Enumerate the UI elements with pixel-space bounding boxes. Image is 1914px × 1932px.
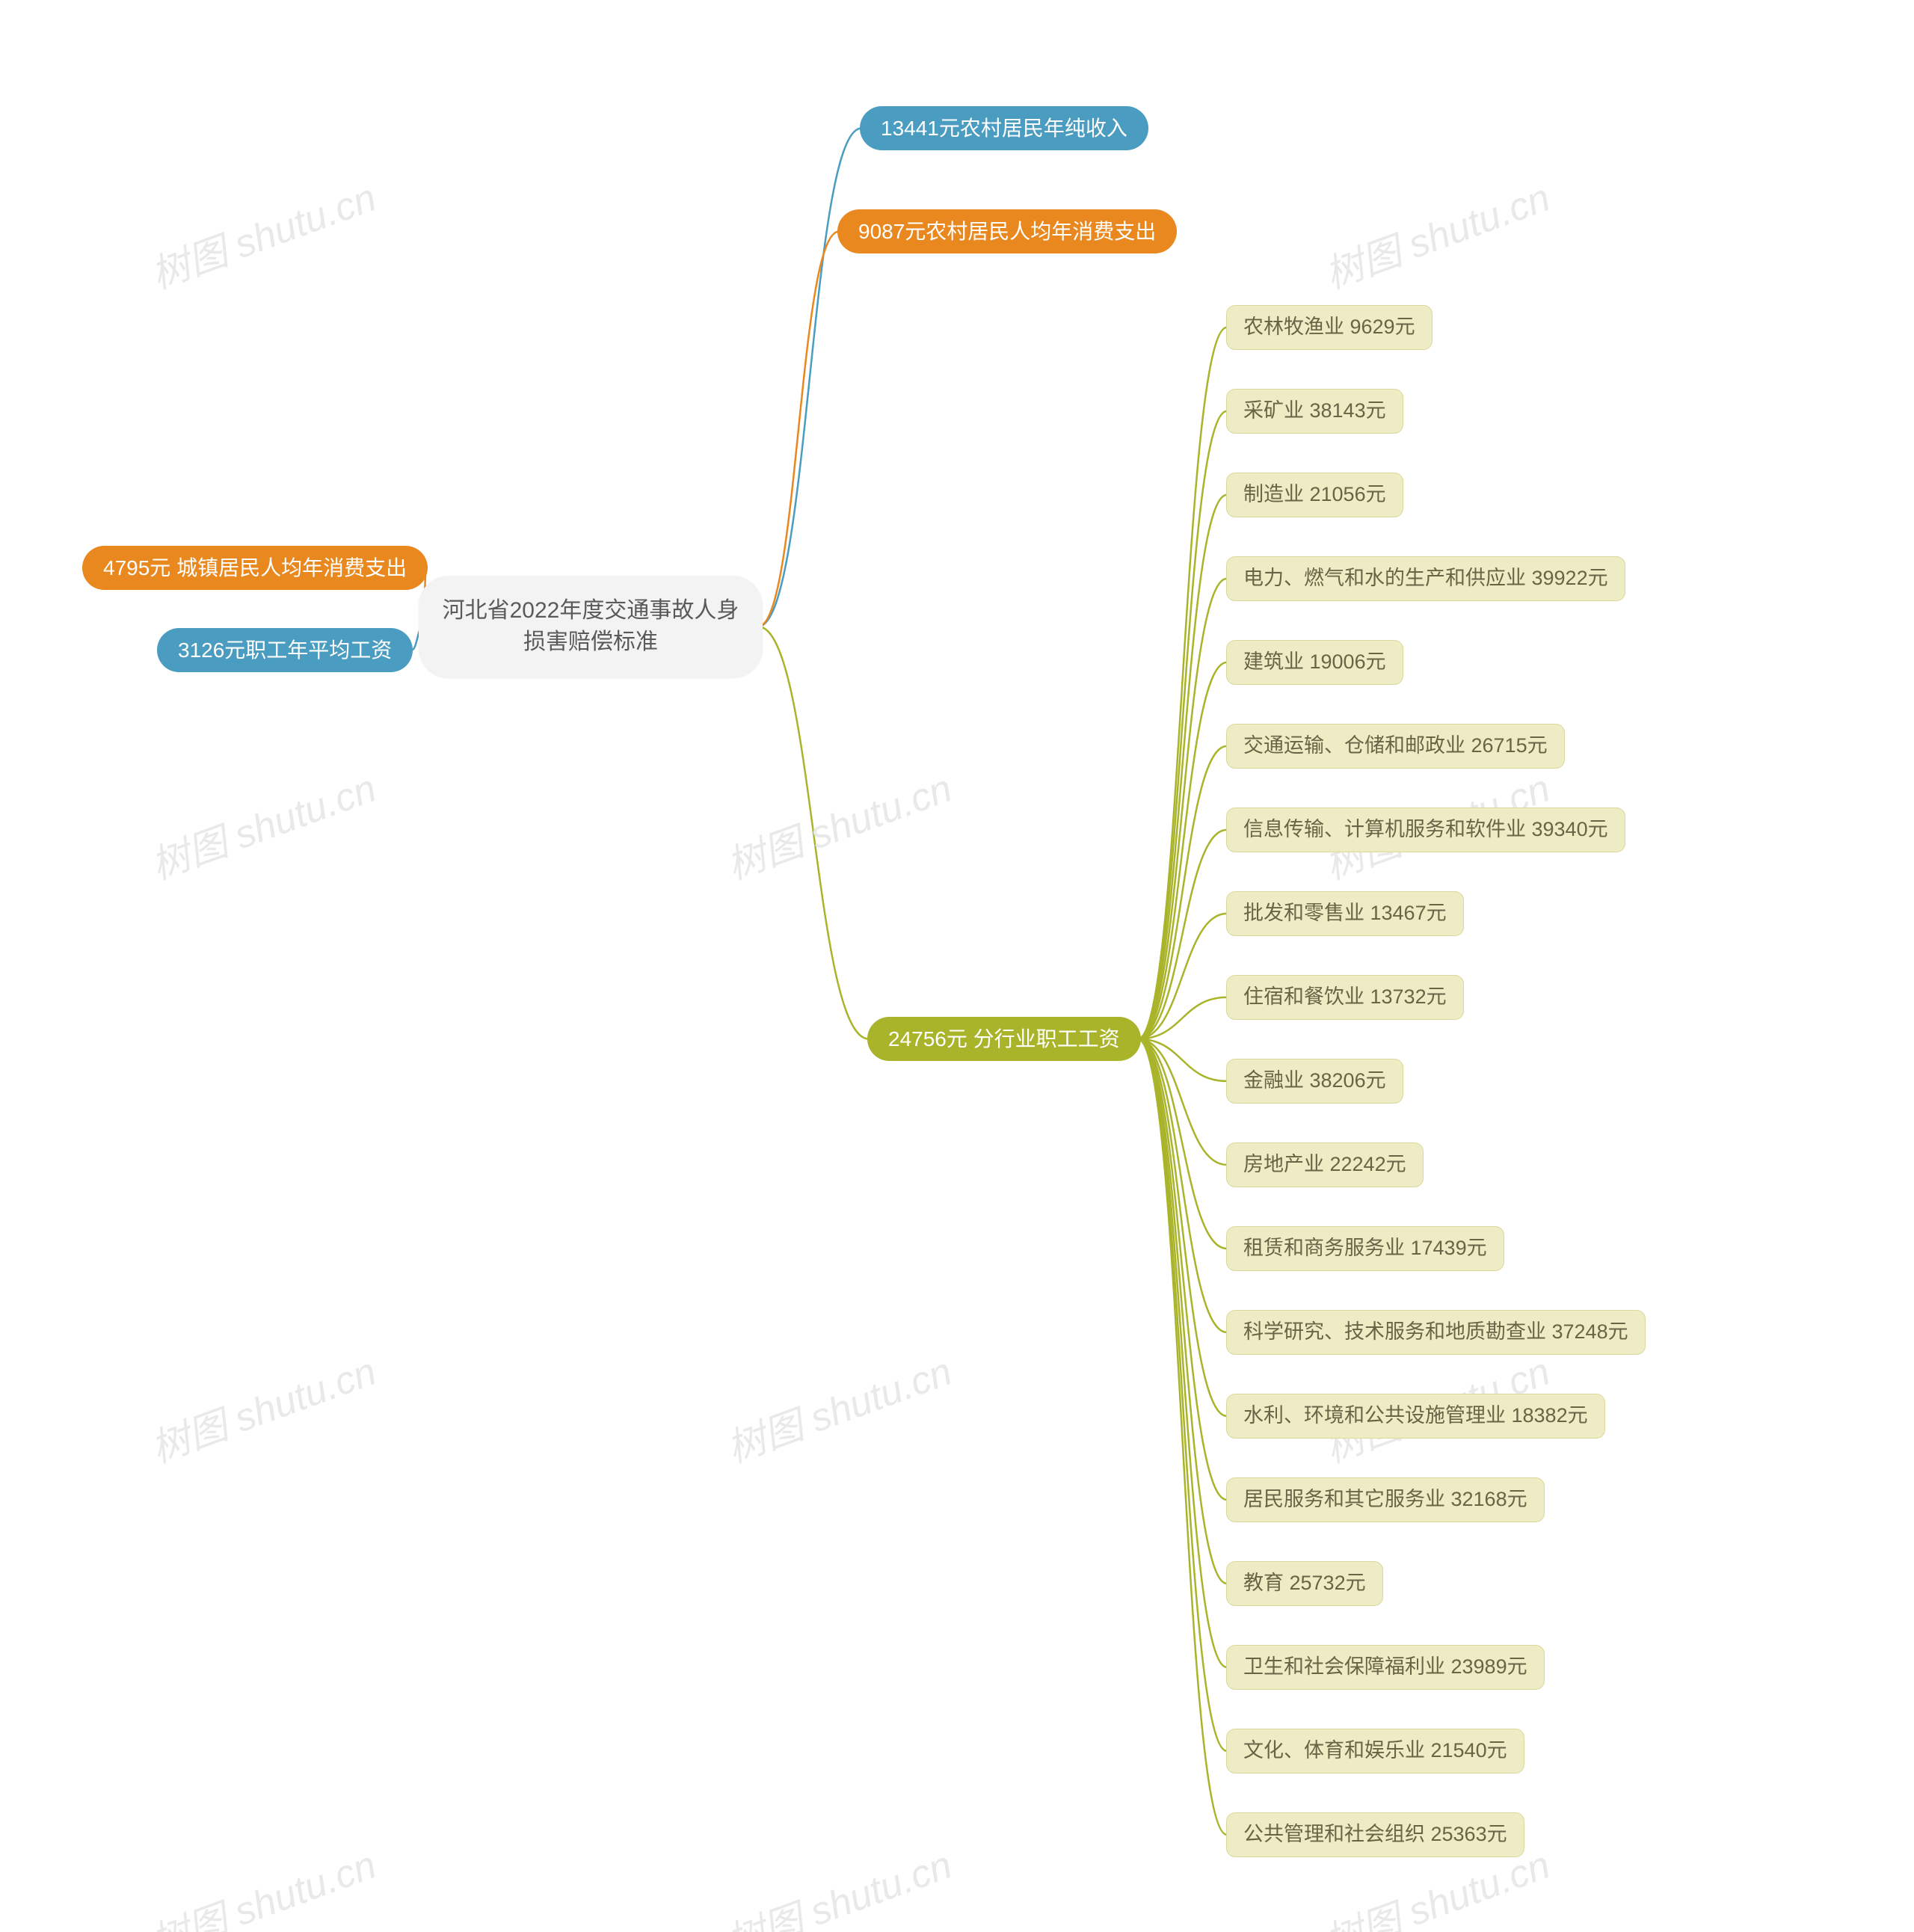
leaf-label: 建筑业 19006元 (1243, 648, 1386, 677)
leaf-label: 公共管理和社会组织 25363元 (1243, 1821, 1507, 1849)
industry-leaf: 卫生和社会保障福利业 23989元 (1226, 1645, 1545, 1690)
branch-urban-expense: 4795元 城镇居民人均年消费支出 (82, 546, 428, 590)
leaf-label: 租赁和商务服务业 17439元 (1243, 1234, 1487, 1263)
branch-label: 24756元 分行业职工工资 (888, 1024, 1120, 1053)
branch-avg-wage: 3126元职工年平均工资 (157, 628, 413, 672)
watermark: 树图 shutu.cn (718, 1833, 958, 1932)
mindmap-canvas: 树图 shutu.cn 树图 shutu.cn 树图 shutu.cn 树图 shut… (0, 0, 1914, 1932)
industry-leaf: 租赁和商务服务业 17439元 (1226, 1226, 1504, 1271)
watermark: 树图 shutu.cn (718, 1340, 958, 1473)
branch-label: 4795元 城镇居民人均年消费支出 (103, 553, 407, 582)
branch-rural-expense: 9087元农村居民人均年消费支出 (837, 209, 1177, 253)
industry-leaf: 电力、燃气和水的生产和供应业 39922元 (1226, 556, 1625, 601)
leaf-label: 批发和零售业 13467元 (1243, 899, 1447, 928)
industry-leaf: 采矿业 38143元 (1226, 389, 1403, 434)
industry-leaf: 住宿和餐饮业 13732元 (1226, 975, 1464, 1020)
industry-leaf: 建筑业 19006元 (1226, 640, 1403, 685)
industry-leaf: 教育 25732元 (1226, 1561, 1383, 1606)
leaf-label: 交通运输、仓储和邮政业 26715元 (1243, 732, 1548, 760)
branch-label: 13441元农村居民年纯收入 (881, 114, 1127, 143)
industry-leaf: 公共管理和社会组织 25363元 (1226, 1812, 1524, 1857)
industry-leaf: 房地产业 22242元 (1226, 1142, 1424, 1187)
industry-leaf: 批发和零售业 13467元 (1226, 891, 1464, 936)
watermark: 树图 shutu.cn (142, 166, 383, 299)
watermark: 树图 shutu.cn (142, 757, 383, 890)
industry-leaf: 信息传输、计算机服务和软件业 39340元 (1226, 807, 1625, 852)
industry-leaf: 居民服务和其它服务业 32168元 (1226, 1477, 1545, 1522)
leaf-label: 居民服务和其它服务业 32168元 (1243, 1486, 1527, 1514)
leaf-label: 农林牧渔业 9629元 (1243, 313, 1415, 342)
leaf-label: 采矿业 38143元 (1243, 397, 1386, 425)
connector-layer (0, 0, 1914, 1932)
leaf-label: 科学研究、技术服务和地质勘查业 37248元 (1243, 1318, 1628, 1347)
watermark: 树图 shutu.cn (142, 1833, 383, 1932)
industry-leaf: 制造业 21056元 (1226, 473, 1403, 517)
industry-leaf: 交通运输、仓储和邮政业 26715元 (1226, 724, 1565, 769)
leaf-label: 信息传输、计算机服务和软件业 39340元 (1243, 816, 1608, 844)
leaf-label: 房地产业 22242元 (1243, 1151, 1406, 1179)
branch-rural-income: 13441元农村居民年纯收入 (860, 106, 1148, 150)
branch-label: 3126元职工年平均工资 (178, 636, 392, 665)
leaf-label: 金融业 38206元 (1243, 1067, 1386, 1095)
leaf-label: 文化、体育和娱乐业 21540元 (1243, 1737, 1507, 1765)
industry-leaf: 农林牧渔业 9629元 (1226, 305, 1433, 350)
industry-leaf: 金融业 38206元 (1226, 1059, 1403, 1104)
leaf-label: 住宿和餐饮业 13732元 (1243, 983, 1447, 1012)
root-node: 河北省2022年度交通事故人身损害赔偿标准 (419, 576, 763, 677)
watermark: 树图 shutu.cn (1316, 166, 1557, 299)
watermark: 树图 shutu.cn (142, 1340, 383, 1473)
branch-label: 9087元农村居民人均年消费支出 (858, 217, 1156, 246)
branch-industry-wage: 24756元 分行业职工工资 (867, 1017, 1141, 1061)
leaf-label: 制造业 21056元 (1243, 481, 1386, 509)
leaf-label: 水利、环境和公共设施管理业 18382元 (1243, 1402, 1588, 1430)
industry-leaf: 科学研究、技术服务和地质勘查业 37248元 (1226, 1310, 1646, 1355)
industry-leaf: 水利、环境和公共设施管理业 18382元 (1226, 1394, 1605, 1439)
industry-leaf: 文化、体育和娱乐业 21540元 (1226, 1729, 1524, 1773)
leaf-label: 教育 25732元 (1243, 1569, 1366, 1598)
leaf-label: 卫生和社会保障福利业 23989元 (1243, 1653, 1527, 1682)
leaf-label: 电力、燃气和水的生产和供应业 39922元 (1243, 564, 1608, 593)
root-label: 河北省2022年度交通事故人身损害赔偿标准 (434, 595, 748, 658)
watermark: 树图 shutu.cn (718, 757, 958, 890)
